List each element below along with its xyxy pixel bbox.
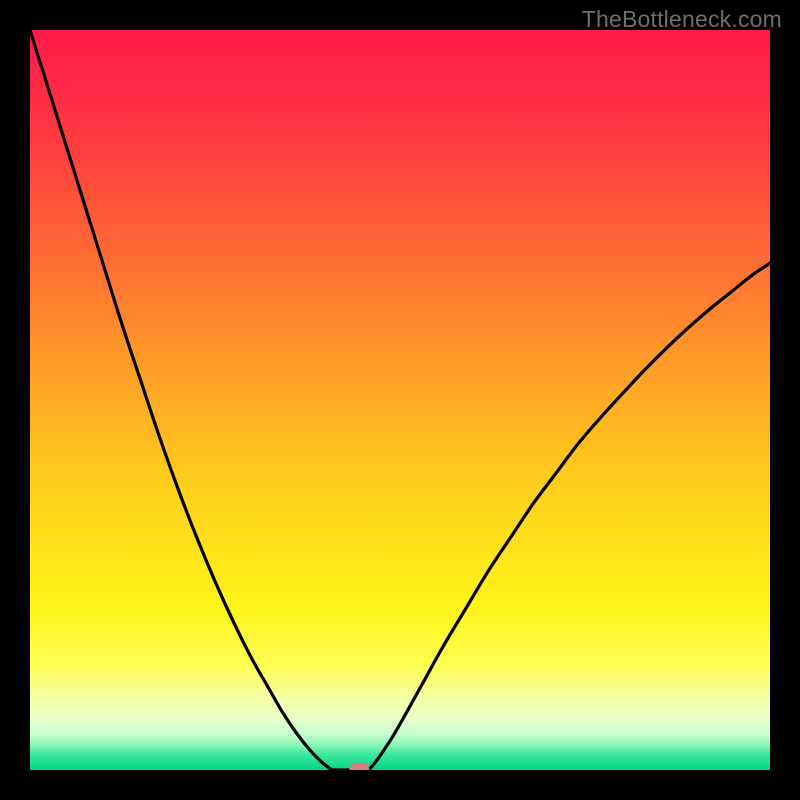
bottleneck-curve-chart xyxy=(30,30,770,770)
plot-area xyxy=(30,30,770,770)
gradient-background xyxy=(30,30,770,770)
watermark-label: TheBottleneck.com xyxy=(582,6,782,33)
chart-outer-frame: TheBottleneck.com xyxy=(0,0,800,800)
